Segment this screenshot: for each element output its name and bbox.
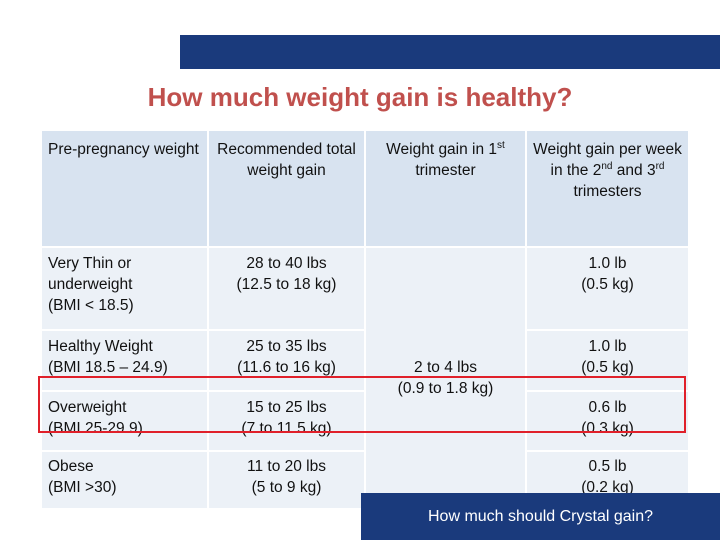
- total-gain-kg: (11.6 to 16 kg): [237, 359, 336, 376]
- per-week-lbs: 0.6 lb: [588, 399, 627, 416]
- total-gain-lbs: 11 to 20 lbs: [247, 458, 326, 475]
- per-week-kg: (0.3 kg): [581, 420, 634, 437]
- table-header-row: Pre-pregnancy weight Recommended total w…: [42, 131, 690, 248]
- first-trimester-kg: (0.9 to 1.8 kg): [397, 380, 494, 397]
- per-week-lbs: 1.0 lb: [588, 338, 627, 355]
- per-week-kg: (0.5 kg): [581, 359, 634, 376]
- row-total-gain-healthy: 25 to 35 lbs (11.6 to 16 kg): [209, 331, 366, 392]
- header-first-trimester-sup: st: [497, 139, 505, 151]
- header-per-week-text-mid: and 3: [612, 162, 656, 179]
- table-row: Very Thin or underweight (BMI < 18.5) 28…: [42, 248, 690, 510]
- category-line: (BMI 25-29.9): [48, 420, 143, 437]
- footer-question: How much should Crystal gain?: [428, 507, 653, 525]
- total-gain-kg: (12.5 to 18 kg): [236, 276, 337, 293]
- category-line: (BMI 18.5 – 24.9): [48, 359, 168, 376]
- category-line: underweight: [48, 276, 133, 293]
- category-line: Very Thin or: [48, 255, 132, 272]
- row-category-obese: Obese (BMI >30): [42, 452, 209, 510]
- row-category-healthy: Healthy Weight (BMI 18.5 – 24.9): [42, 331, 209, 392]
- per-week-kg: (0.2 kg): [581, 479, 634, 496]
- total-gain-kg: (5 to 9 kg): [251, 479, 322, 496]
- total-gain-lbs: 28 to 40 lbs: [246, 255, 327, 272]
- table-row: Healthy Weight (BMI 18.5 – 24.9) 25 to 3…: [42, 331, 690, 392]
- row-per-week-overweight: 0.6 lb (0.3 kg): [527, 392, 690, 452]
- header-recommended-total-gain: Recommended total weight gain: [209, 131, 366, 248]
- header-per-week-text: Weight gain per week in the 2: [533, 141, 682, 179]
- total-gain-lbs: 25 to 35 lbs: [246, 338, 327, 355]
- category-line: Overweight: [48, 399, 127, 416]
- row-category-underweight: Very Thin or underweight (BMI < 18.5): [42, 248, 209, 331]
- header-per-week-sup-rd: rd: [655, 160, 665, 172]
- slide-title: How much weight gain is healthy?: [147, 82, 573, 112]
- header-first-trimester-text-end: trimester: [415, 162, 476, 179]
- category-line: (BMI >30): [48, 479, 117, 496]
- total-gain-kg: (7 to 11.5 kg): [241, 420, 332, 437]
- per-week-kg: (0.5 kg): [581, 276, 634, 293]
- category-line: Healthy Weight: [48, 338, 153, 355]
- header-first-trimester-gain: Weight gain in 1st trimester: [366, 131, 527, 248]
- per-week-lbs: 0.5 lb: [588, 458, 627, 475]
- total-gain-lbs: 15 to 25 lbs: [246, 399, 327, 416]
- header-per-week-sup-nd: nd: [601, 160, 613, 172]
- footer-bar: How much should Crystal gain?: [361, 493, 720, 540]
- header-first-trimester-text: Weight gain in 1: [386, 141, 498, 158]
- header-pre-pregnancy-weight: Pre-pregnancy weight: [42, 131, 209, 248]
- first-trimester-lbs: 2 to 4 lbs: [414, 359, 477, 376]
- row-total-gain-underweight: 28 to 40 lbs (12.5 to 18 kg): [209, 248, 366, 331]
- header-per-week-text-end: trimesters: [573, 183, 642, 200]
- header-per-week-gain: Weight gain per week in the 2nd and 3rd …: [527, 131, 690, 248]
- category-line: Obese: [48, 458, 94, 475]
- row-total-gain-obese: 11 to 20 lbs (5 to 9 kg): [209, 452, 366, 510]
- row-total-gain-overweight: 15 to 25 lbs (7 to 11.5 kg): [209, 392, 366, 452]
- per-week-lbs: 1.0 lb: [588, 255, 627, 272]
- top-accent-bar: [180, 35, 720, 69]
- weight-gain-table: Pre-pregnancy weight Recommended total w…: [42, 131, 690, 510]
- row-category-overweight: Overweight (BMI 25-29.9): [42, 392, 209, 452]
- row-per-week-healthy: 1.0 lb (0.5 kg): [527, 331, 690, 392]
- category-line: (BMI < 18.5): [48, 297, 134, 314]
- row-per-week-underweight: 1.0 lb (0.5 kg): [527, 248, 690, 331]
- first-trimester-gain-all: 2 to 4 lbs (0.9 to 1.8 kg): [366, 248, 527, 510]
